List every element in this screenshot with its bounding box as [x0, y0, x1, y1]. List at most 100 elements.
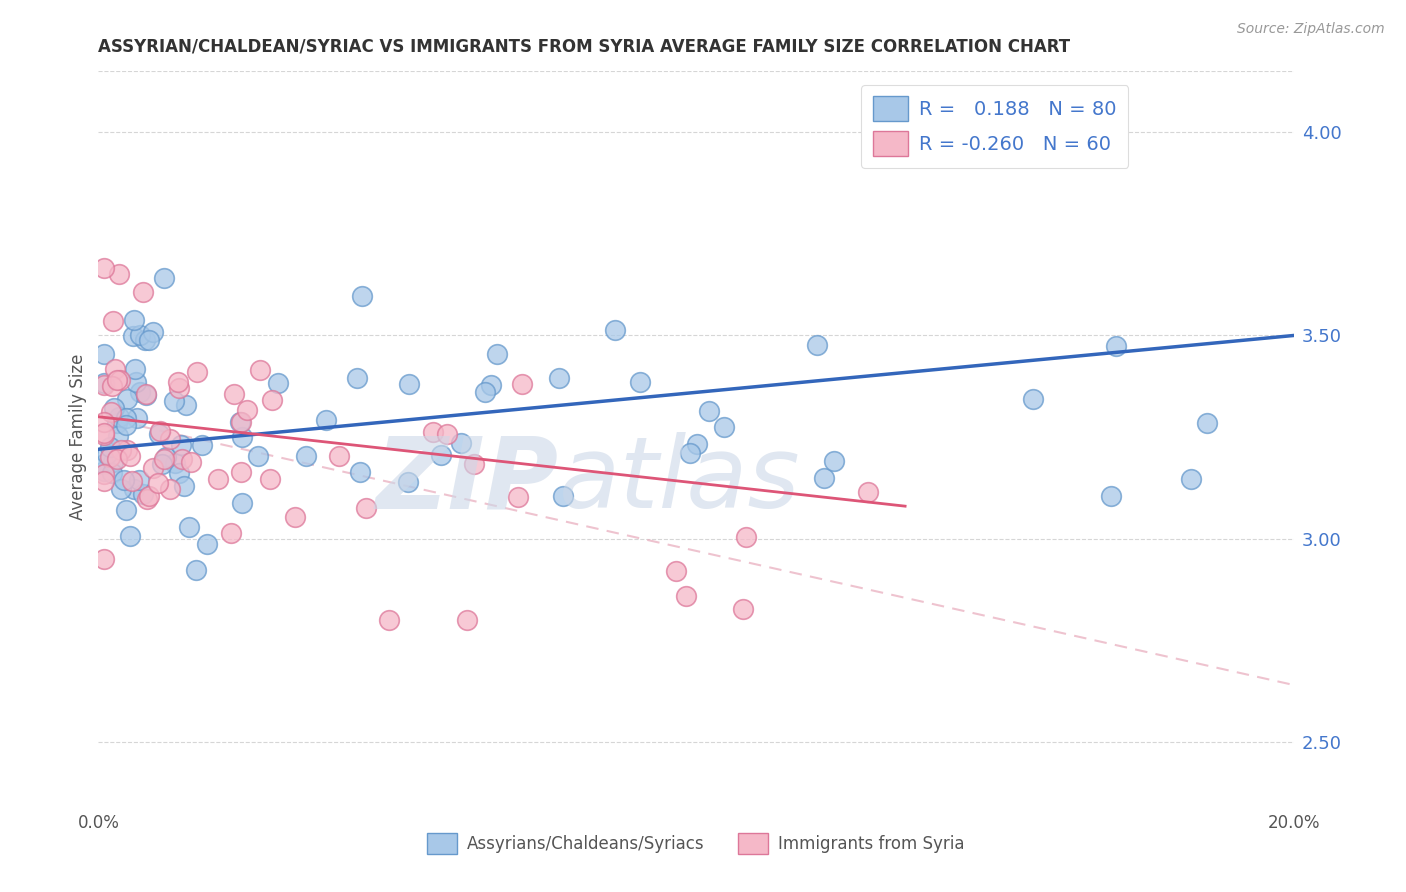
Point: [350, 289, 373, 303]
Point: [856, 485, 879, 500]
Point: [354, 501, 377, 516]
Point: [159, 432, 181, 446]
Point: [295, 449, 318, 463]
Point: [628, 376, 651, 390]
Point: [506, 491, 529, 505]
Point: [124, 482, 146, 496]
Text: Source: ZipAtlas.com: Source: ZipAtlas.com: [1237, 22, 1385, 37]
Point: [127, 411, 149, 425]
Point: [134, 333, 156, 347]
Point: [108, 373, 131, 387]
Point: [396, 475, 419, 489]
Point: [107, 409, 129, 424]
Point: [229, 465, 252, 479]
Point: [195, 537, 218, 551]
Point: [315, 412, 337, 426]
Point: [93, 428, 115, 442]
Point: [101, 455, 124, 469]
Point: [1195, 416, 1218, 430]
Point: [93, 464, 115, 478]
Point: [138, 333, 160, 347]
Point: [142, 325, 165, 339]
Point: [259, 472, 281, 486]
Point: [167, 466, 190, 480]
Point: [249, 362, 271, 376]
Point: [665, 564, 688, 578]
Point: [713, 420, 735, 434]
Point: [378, 613, 401, 627]
Point: [260, 392, 283, 407]
Point: [170, 451, 193, 466]
Point: [456, 613, 478, 627]
Point: [479, 378, 502, 392]
Point: [349, 465, 371, 479]
Point: [93, 347, 115, 361]
Point: [115, 392, 138, 406]
Point: [103, 401, 125, 415]
Point: [93, 376, 115, 391]
Y-axis label: Average Family Size: Average Family Size: [69, 354, 87, 520]
Point: [553, 489, 575, 503]
Point: [153, 270, 176, 285]
Point: [184, 563, 207, 577]
Point: [547, 371, 569, 385]
Point: [165, 456, 187, 470]
Point: [149, 424, 172, 438]
Point: [207, 472, 229, 486]
Point: [219, 526, 242, 541]
Point: [107, 429, 129, 443]
Point: [114, 473, 136, 487]
Point: [266, 376, 288, 391]
Text: atlas: atlas: [558, 433, 800, 530]
Point: [806, 337, 828, 351]
Point: [697, 404, 720, 418]
Point: [115, 503, 138, 517]
Point: [155, 450, 177, 464]
Point: [96, 447, 118, 461]
Point: [153, 452, 176, 467]
Point: [105, 416, 128, 430]
Point: [247, 449, 270, 463]
Point: [463, 458, 485, 472]
Point: [122, 329, 145, 343]
Point: [128, 384, 150, 399]
Point: [131, 487, 153, 501]
Point: [152, 457, 174, 471]
Point: [105, 373, 128, 387]
Point: [114, 411, 136, 425]
Point: [100, 405, 122, 419]
Point: [136, 492, 159, 507]
Point: [129, 328, 152, 343]
Point: [120, 529, 142, 543]
Point: [486, 347, 509, 361]
Point: [118, 449, 141, 463]
Point: [603, 322, 626, 336]
Point: [132, 285, 155, 299]
Point: [823, 454, 845, 468]
Point: [98, 450, 121, 464]
Point: [510, 376, 533, 391]
Point: [229, 416, 252, 430]
Point: [813, 471, 835, 485]
Point: [98, 440, 121, 454]
Point: [110, 442, 132, 457]
Point: [135, 388, 157, 402]
Point: [346, 371, 368, 385]
Point: [167, 375, 190, 389]
Point: [191, 438, 214, 452]
Point: [142, 460, 165, 475]
Point: [734, 529, 756, 543]
Point: [110, 482, 132, 496]
Point: [163, 393, 186, 408]
Point: [101, 378, 124, 392]
Point: [128, 473, 150, 487]
Text: ZIP: ZIP: [375, 433, 558, 530]
Point: [167, 381, 190, 395]
Point: [101, 466, 124, 480]
Point: [731, 602, 754, 616]
Point: [422, 425, 444, 439]
Point: [101, 314, 124, 328]
Point: [125, 375, 148, 389]
Point: [229, 416, 252, 430]
Point: [186, 364, 208, 378]
